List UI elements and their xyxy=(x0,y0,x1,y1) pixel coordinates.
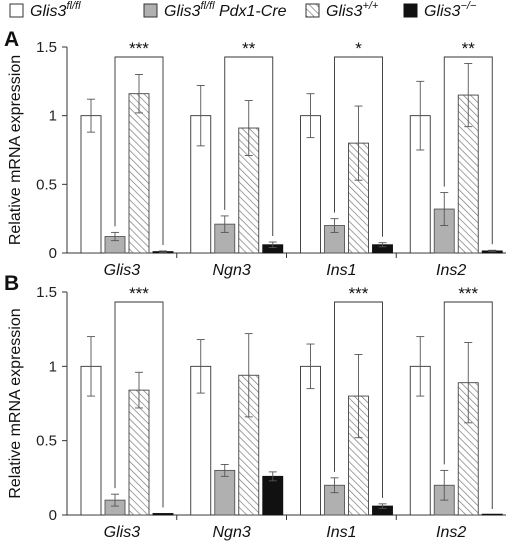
y-axis-label: Relative mRNA expression xyxy=(7,55,24,245)
panel-label: A xyxy=(4,28,19,51)
legend-label: Glis3+/+ xyxy=(326,0,379,20)
y-axis-label: Relative mRNA expression xyxy=(7,308,24,498)
y-tick-label: 0.5 xyxy=(36,176,57,193)
significance-bracket xyxy=(224,56,274,237)
legend-label: Glis3fl/fl Pdx1-Cre xyxy=(164,0,287,20)
y-tick-label: 0 xyxy=(49,507,57,524)
bar xyxy=(152,513,174,516)
x-tick-label: Glis3 xyxy=(104,262,141,279)
legend-item-glis3-flfl: Glis3fl/fl xyxy=(9,0,81,20)
bar xyxy=(214,469,236,516)
bar xyxy=(262,475,284,516)
y-tick-label: 1 xyxy=(49,108,57,125)
panel-b: B Relative mRNA expression 0 0.5 1 1.5 Glis3 **… xyxy=(4,272,506,541)
legend-swatch-gray xyxy=(143,3,158,18)
bar xyxy=(481,513,503,516)
significance-label: * xyxy=(355,39,362,58)
x-tick-label: Ins2 xyxy=(436,524,466,541)
significance-bracket xyxy=(443,56,493,245)
significance-label: ** xyxy=(242,39,256,58)
legend: Glis3fl/fl Glis3fl/fl Pdx1-Cre Glis3+/+ … xyxy=(9,0,477,20)
legend-label: Glis3−/− xyxy=(424,0,477,20)
legend-swatch-white xyxy=(9,3,24,18)
bar xyxy=(80,115,102,254)
significance-label: *** xyxy=(129,39,149,58)
significance-label: ** xyxy=(462,39,476,58)
legend-item-glis3-wt: Glis3+/+ xyxy=(305,0,379,20)
legend-item-glis3-ko: Glis3−/− xyxy=(403,0,477,20)
bar xyxy=(128,93,150,254)
y-tick-label: 1.5 xyxy=(36,284,57,301)
panel-label: B xyxy=(4,272,19,295)
x-tick-label: Ins1 xyxy=(326,524,356,541)
y-tick-label: 0 xyxy=(49,245,57,262)
significance-bracket xyxy=(443,301,493,509)
significance-label: *** xyxy=(349,284,369,303)
significance-bracket xyxy=(114,301,164,508)
x-tick-label: Ins2 xyxy=(436,262,466,279)
bar xyxy=(128,389,150,516)
significance-bracket xyxy=(334,301,383,498)
y-tick-label: 1 xyxy=(49,358,57,375)
x-tick-label: Ins1 xyxy=(326,262,356,279)
y-tick-label: 1.5 xyxy=(36,39,57,56)
legend-swatch-black xyxy=(403,3,418,18)
x-tick-label: Ngn3 xyxy=(213,524,251,541)
legend-swatch-hatch xyxy=(305,3,320,18)
significance-label: *** xyxy=(458,284,478,303)
significance-label: *** xyxy=(129,284,149,303)
legend-item-glis3-flfl-pdx1-cre: Glis3fl/fl Pdx1-Cre xyxy=(143,0,287,20)
significance-bracket xyxy=(334,56,383,237)
legend-label: Glis3fl/fl xyxy=(30,0,81,20)
x-tick-label: Glis3 xyxy=(104,524,141,541)
significance-bracket xyxy=(114,56,164,245)
y-tick-label: 0.5 xyxy=(36,433,57,450)
x-tick-label: Ngn3 xyxy=(213,262,251,279)
